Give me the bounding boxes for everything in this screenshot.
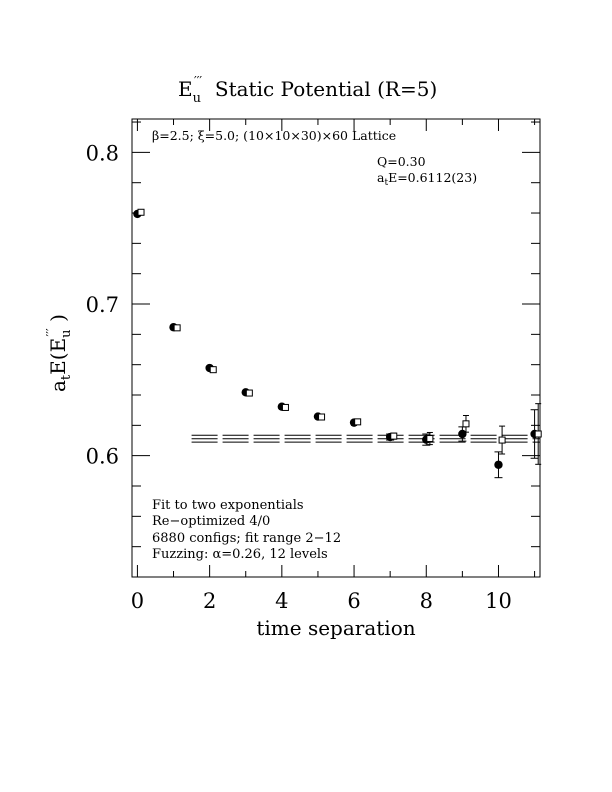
- open-square-point: [390, 432, 398, 440]
- open-square-point: [173, 324, 181, 332]
- open-square-point: [534, 430, 542, 438]
- info-line-4: Fuzzing: α=0.26, 12 levels: [152, 547, 328, 562]
- y-tick-label: 0.8: [86, 141, 119, 165]
- open-square-point: [137, 208, 145, 216]
- plot-frame: [131, 118, 541, 578]
- y-tick-label: 0.7: [86, 293, 119, 317]
- y-tick-label: 0.6: [86, 445, 119, 469]
- info-line-3: 6880 configs; fit range 2−12: [152, 531, 341, 546]
- open-square-point: [354, 418, 362, 426]
- open-square-point: [498, 436, 506, 444]
- axis-ticks: [132, 119, 540, 578]
- chart-title: Eu′′′ Static Potential (R=5): [178, 74, 437, 106]
- title-superscript: ′′′: [194, 74, 202, 88]
- lattice-note: β=2.5; ξ=5.0; (10×10×30)×60 Lattice: [152, 128, 396, 143]
- fit-energy: atE=0.6112(23): [377, 170, 477, 188]
- open-square-point: [426, 435, 434, 443]
- filled-circle-point: [494, 460, 503, 469]
- info-line-1: Fit to two exponentials: [152, 498, 304, 513]
- x-tick-label: 10: [485, 589, 512, 613]
- info-line-2: Re−optimized 4/0: [152, 514, 270, 529]
- x-tick-label: 6: [347, 589, 360, 613]
- x-axis-label: time separation: [256, 616, 415, 640]
- open-square-point: [281, 403, 289, 411]
- y-axis-label: atE(Eu′′′ ): [44, 314, 74, 392]
- title-subscript: u: [193, 91, 201, 106]
- open-square-point: [318, 413, 326, 421]
- axis-tick-labels: 0 2 4 6 8 10 0.6 0.7 0.8: [86, 141, 512, 613]
- x-tick-label: 4: [275, 589, 288, 613]
- open-square-point: [245, 389, 253, 397]
- x-tick-label: 2: [203, 589, 216, 613]
- fit-band: [191, 434, 540, 443]
- x-tick-label: 0: [131, 589, 144, 613]
- data-points: [133, 208, 542, 479]
- x-tick-label: 8: [420, 589, 433, 613]
- open-square-point: [462, 420, 470, 428]
- filled-circle-point: [458, 429, 467, 439]
- open-square-point: [209, 366, 217, 374]
- fit-quality: Q=0.30: [377, 154, 426, 169]
